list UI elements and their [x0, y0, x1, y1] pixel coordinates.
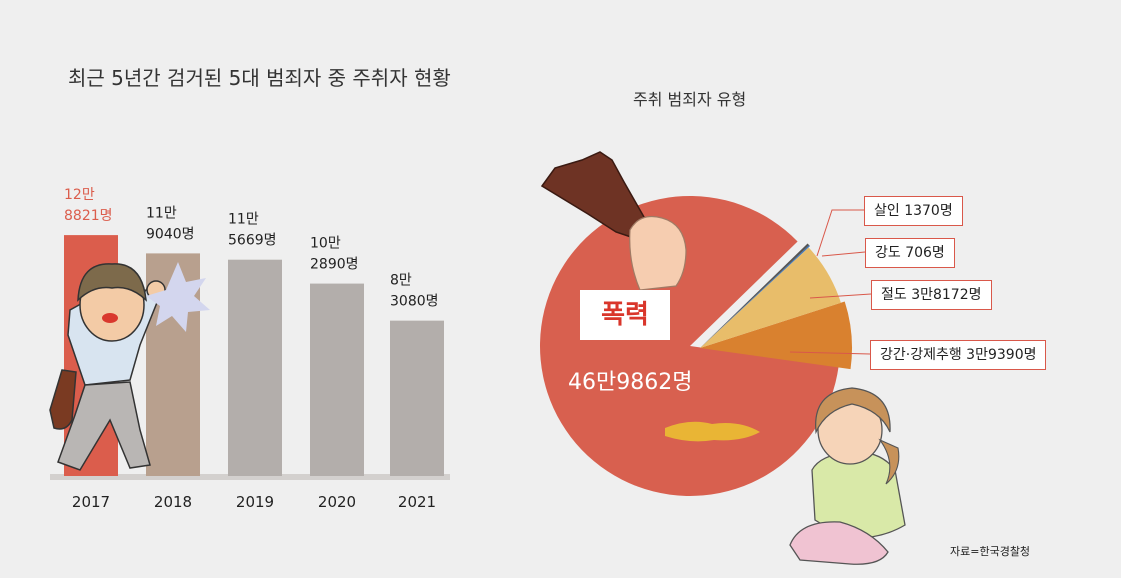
pie-slice-violence — [540, 196, 839, 496]
bar-chart-title: 최근 5년간 검거된 5대 범죄자 중 주취자 현황 — [68, 66, 451, 90]
bar-2021 — [390, 320, 444, 476]
bar-label-2019-2: 5669명 — [228, 233, 277, 249]
leader-sexual-assault — [789, 351, 871, 355]
x-tick-2018: 2018 — [154, 493, 192, 511]
burst-graphic — [146, 262, 210, 332]
drunk-man-illustration — [49, 263, 166, 471]
ground-shadow — [50, 474, 450, 480]
leader-theft — [809, 293, 872, 299]
callout-theft: 절도 3만8172명 — [871, 280, 992, 310]
crying-woman-illustration — [789, 387, 906, 565]
x-tick-2021: 2021 — [398, 493, 436, 511]
bottle-hand-illustration — [540, 151, 687, 291]
bar-label-2020-1: 10만 — [310, 236, 341, 252]
pie-slice-강도 — [700, 245, 811, 348]
bar-label-2017-1: 12만 — [64, 187, 95, 203]
pie-slice-살인 — [700, 243, 810, 348]
leader-robbery — [821, 251, 866, 257]
violence-value: 46만9862명 — [568, 370, 693, 395]
violence-label: 폭력 — [580, 290, 670, 340]
x-tick-2017: 2017 — [72, 493, 110, 511]
pie-slice-절도 — [700, 247, 841, 348]
bar-label-2018-1: 11만 — [146, 205, 177, 221]
bar-2020 — [310, 283, 364, 476]
bar-label-2021-2: 3080명 — [390, 294, 439, 310]
source-note: 자료=한국경찰청 — [950, 545, 1031, 558]
bar-label-2020-2: 2890명 — [310, 257, 359, 273]
callout-robbery: 강도 706명 — [865, 238, 955, 268]
callout-sexual-assault: 강간·강제추행 3만9390명 — [870, 340, 1047, 370]
bar-label-2021-1: 8만 — [390, 273, 412, 289]
leader-murder — [816, 209, 864, 257]
bar-label-2017-2: 8821명 — [64, 208, 113, 224]
x-tick-2019: 2019 — [236, 493, 274, 511]
bar-label-2019-1: 11만 — [228, 212, 259, 228]
pie-chart-title: 주취 범죄자 유형 — [633, 90, 747, 109]
callout-murder: 살인 1370명 — [864, 196, 963, 226]
spill-graphic — [665, 421, 760, 442]
bar-2019 — [228, 259, 282, 476]
x-tick-2020: 2020 — [318, 493, 356, 511]
bar-label-2018-2: 9040명 — [146, 226, 195, 242]
